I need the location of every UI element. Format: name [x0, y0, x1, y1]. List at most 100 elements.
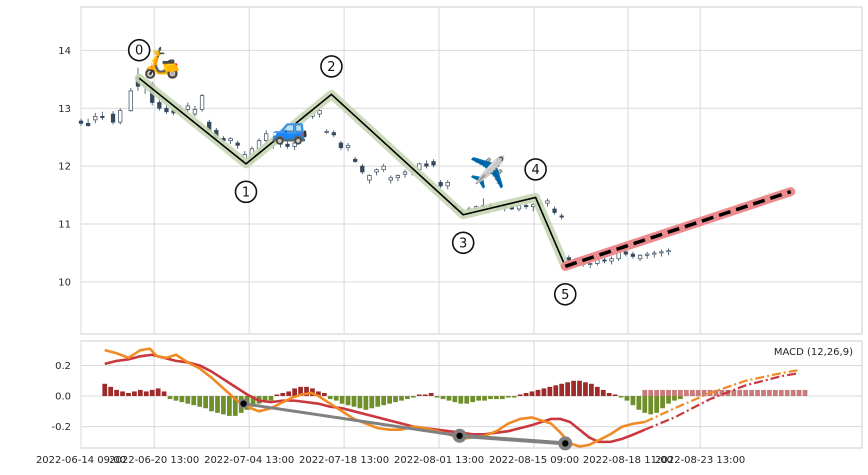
candle-body — [128, 90, 134, 111]
candle-body — [367, 175, 372, 181]
candle-body — [360, 165, 365, 173]
histogram-bar — [583, 382, 588, 397]
x-tick-label: 2022-08-23 13:00 — [655, 455, 745, 466]
divergence-marker-inner — [240, 400, 247, 407]
histogram-bar — [630, 396, 636, 406]
histogram-forecast-bar — [731, 389, 737, 397]
pivot-label: 3 — [459, 236, 467, 251]
candle-body — [588, 263, 593, 265]
candle-body — [285, 143, 290, 147]
emoji-annotation: ✈️ — [469, 153, 506, 190]
candle-body — [118, 110, 123, 123]
histogram-bar — [624, 396, 630, 401]
histogram-bar — [529, 391, 535, 397]
histogram-forecast-bar — [648, 389, 654, 397]
histogram-bar — [304, 386, 309, 397]
histogram-bar — [577, 380, 582, 397]
histogram-bar — [452, 396, 458, 403]
x-tick-label: 2022-07-04 13:00 — [204, 455, 294, 466]
histogram-bar — [666, 396, 671, 404]
histogram-forecast-bar — [683, 389, 689, 397]
divergence-marker-inner — [456, 432, 463, 439]
x-tick-label: 2022-08-18 11:00 — [583, 455, 673, 466]
candle-body — [609, 258, 614, 262]
histogram-forecast-bar — [802, 389, 808, 397]
pivot-circle — [553, 282, 577, 306]
histogram-bar — [357, 396, 363, 409]
histogram-bar — [399, 396, 404, 401]
histogram-bar — [672, 396, 677, 401]
candle-body — [264, 133, 269, 142]
histogram-forecast-bar — [743, 389, 749, 397]
histogram-bar — [149, 389, 155, 397]
histogram-bar — [470, 396, 476, 403]
emoji-annotation: 🚙 — [271, 111, 308, 146]
candle-body — [85, 122, 91, 126]
candle-body — [431, 161, 436, 166]
histogram-bar — [108, 386, 114, 397]
histogram-forecast-bar — [778, 389, 784, 397]
x-tick-label: 2022-08-15 09:00 — [489, 455, 579, 466]
histogram-bar — [612, 394, 618, 397]
histogram-bar — [132, 391, 137, 397]
histogram-bar — [226, 396, 232, 416]
histogram-bar — [571, 380, 576, 397]
pivot-label: 5 — [561, 288, 569, 303]
histogram-forecast-bar — [749, 389, 754, 397]
candle-body — [235, 142, 240, 146]
histogram-bar — [618, 396, 624, 398]
histogram-bar — [143, 391, 149, 397]
histogram-bar — [173, 396, 179, 401]
histogram-bar — [250, 396, 256, 407]
candle-body — [110, 113, 116, 123]
divergence-marker-inner — [562, 440, 569, 447]
histogram-bar — [434, 396, 440, 398]
histogram-bar — [416, 394, 422, 397]
candle-body — [292, 142, 297, 147]
histogram-bar — [458, 396, 464, 404]
signal-line — [104, 353, 646, 444]
histogram-bar — [375, 396, 381, 407]
histogram-bar — [464, 396, 470, 404]
histogram-bar — [321, 392, 327, 397]
histogram-forecast-bar — [672, 389, 677, 397]
price-y-tick-label: 12 — [58, 162, 71, 173]
zigzag-overlay — [134, 73, 570, 271]
histogram-forecast-bar — [784, 389, 790, 397]
candle-body — [523, 205, 529, 208]
macd-y-axis: -0.2 0.0 0.2 — [51, 361, 71, 433]
candle-body — [395, 175, 401, 179]
candle-body — [157, 102, 162, 109]
candle-body — [402, 171, 408, 175]
histogram-bar — [363, 396, 369, 410]
histogram-bar — [559, 383, 565, 397]
candle-body — [630, 253, 636, 257]
candle-body — [317, 110, 322, 115]
candle-body — [100, 116, 105, 118]
histogram-bar — [535, 389, 541, 397]
histogram-bar — [482, 396, 487, 401]
histogram-bar — [440, 396, 446, 400]
macd-y-tick-label: 0.2 — [55, 361, 71, 372]
histogram-bar — [137, 389, 143, 397]
candle-body — [388, 177, 393, 181]
histogram-bar — [648, 396, 654, 415]
histogram-bar — [594, 386, 600, 397]
candle-body — [545, 200, 550, 204]
histogram-bar — [541, 388, 547, 397]
histogram-bar — [606, 392, 612, 397]
histogram-bar — [369, 396, 375, 409]
divergence-line — [238, 398, 573, 451]
candle-body — [278, 142, 283, 145]
histogram-bar — [553, 385, 559, 397]
candle-body — [645, 253, 650, 256]
histogram-bar — [589, 383, 594, 397]
price-y-tick-label: 13 — [58, 104, 71, 115]
histogram-bar — [161, 391, 167, 397]
histogram-bar — [600, 389, 606, 397]
candle-body — [185, 105, 190, 110]
pivot-circle — [320, 55, 343, 78]
